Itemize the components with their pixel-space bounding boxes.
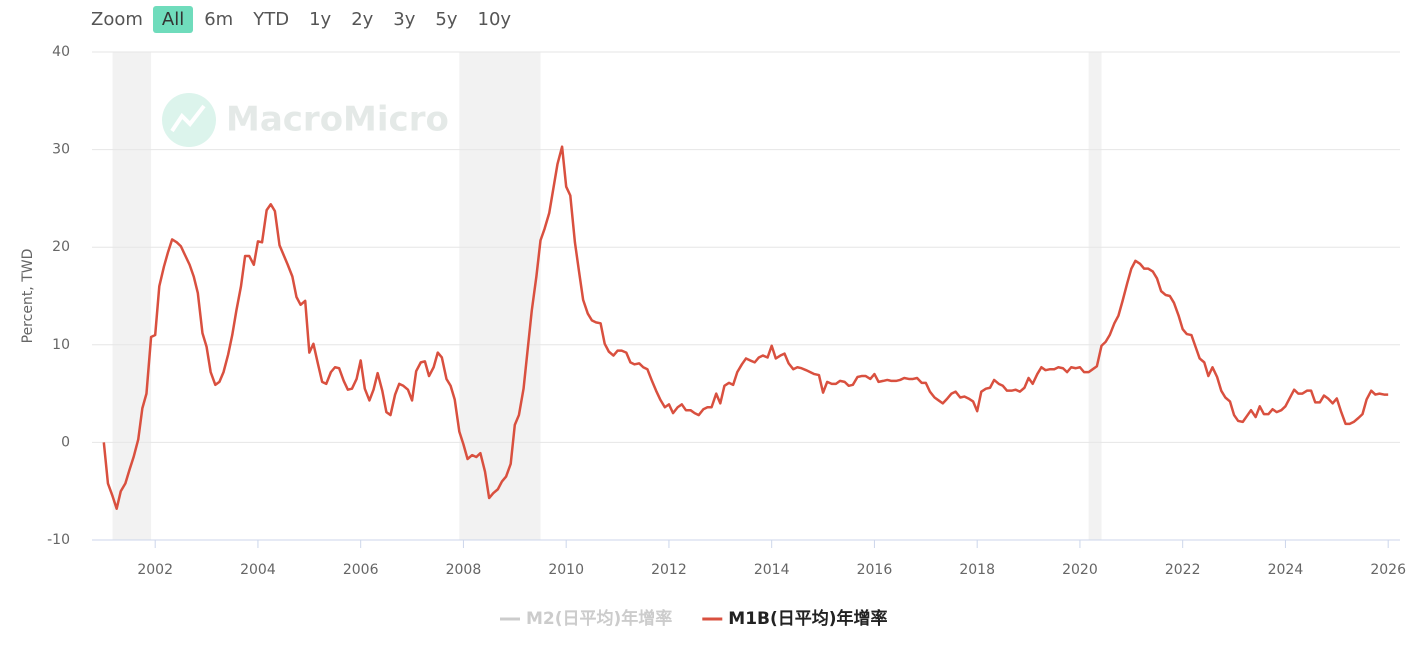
y-tick-label: 10: [52, 337, 70, 353]
legend-label: M1B(日平均)年增率: [728, 608, 887, 629]
y-tick-label: 0: [61, 434, 70, 450]
zoom-button[interactable]: 6m: [204, 8, 234, 30]
zoom-button[interactable]: All: [152, 5, 194, 33]
zoom-button[interactable]: 10y: [477, 8, 512, 30]
data-line: [102, 145, 1389, 511]
shaded-period: [112, 52, 152, 540]
y-tick-label: 30: [52, 142, 70, 158]
x-tick-label: 2008: [446, 562, 482, 578]
legend-label: M2(日平均)年增率: [526, 608, 672, 629]
zoom-button[interactable]: YTD: [253, 8, 290, 30]
legend-item[interactable]: M2(日平均)年增率: [500, 608, 672, 629]
legend-item[interactable]: M1B(日平均)年增率: [702, 608, 888, 629]
zoom-button[interactable]: 5y: [435, 8, 458, 30]
x-tick-label: 2026: [1370, 562, 1406, 578]
x-tick-label: 2002: [137, 562, 173, 578]
range-selector: Zoom All 6m YTD 1y 2y 3y 5y 10y: [91, 4, 522, 34]
x-tick-label: 2020: [1062, 562, 1098, 578]
zoom-button[interactable]: 2y: [351, 8, 374, 30]
x-tick-label: 2010: [548, 562, 584, 578]
x-tick-label: 2012: [651, 562, 687, 578]
shaded-period: [459, 52, 541, 540]
watermark-logo: [162, 93, 216, 147]
watermark-logo-mark: [170, 104, 206, 133]
x-tick-label: 2014: [754, 562, 790, 578]
x-tick-label: 2004: [240, 562, 276, 578]
shaded-period: [1088, 52, 1102, 540]
zoom-label: Zoom: [91, 8, 143, 30]
zoom-button[interactable]: 3y: [393, 8, 416, 30]
x-tick-label: 2016: [857, 562, 893, 578]
legend: M2(日平均)年增率 M1B(日平均)年增率: [500, 608, 888, 629]
x-tick-label: 2022: [1165, 562, 1201, 578]
x-tick-label: 2018: [959, 562, 995, 578]
plot-background: [112, 52, 1102, 540]
y-tick-label: 40: [52, 44, 70, 60]
y-tick-label: -10: [47, 532, 70, 548]
zoom-button[interactable]: 1y: [309, 8, 332, 30]
x-tick-label: 2006: [343, 562, 379, 578]
x-tick-label: 2024: [1268, 562, 1304, 578]
watermark: MacroMicro: [226, 100, 449, 140]
y-tick-label: 20: [52, 239, 70, 255]
y-axis-label: Percent, TWD: [20, 249, 36, 344]
